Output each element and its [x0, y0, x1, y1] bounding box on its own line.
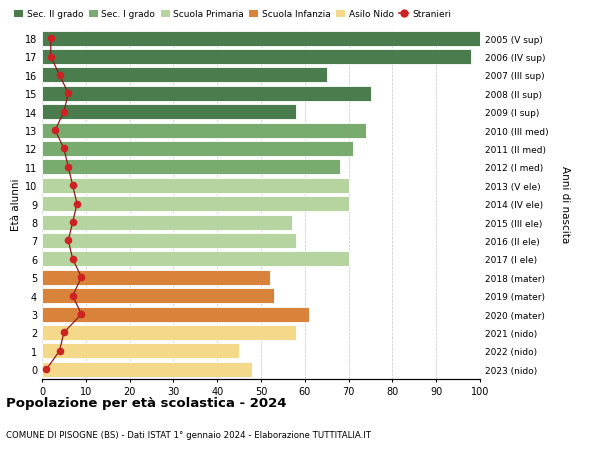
- Bar: [42, 197, 349, 212]
- Bar: [42, 252, 349, 267]
- Bar: [42, 50, 471, 65]
- Text: Popolazione per età scolastica - 2024: Popolazione per età scolastica - 2024: [6, 396, 287, 409]
- Bar: [42, 344, 239, 358]
- Bar: [42, 160, 340, 175]
- Bar: [42, 325, 296, 340]
- Text: COMUNE DI PISOGNE (BS) - Dati ISTAT 1° gennaio 2024 - Elaborazione TUTTITALIA.IT: COMUNE DI PISOGNE (BS) - Dati ISTAT 1° g…: [6, 430, 371, 439]
- Bar: [42, 87, 371, 101]
- Legend: Sec. II grado, Sec. I grado, Scuola Primaria, Scuola Infanzia, Asilo Nido, Stran: Sec. II grado, Sec. I grado, Scuola Prim…: [11, 7, 455, 23]
- Bar: [42, 68, 326, 83]
- Bar: [42, 105, 296, 120]
- Bar: [42, 32, 480, 46]
- Bar: [42, 289, 274, 303]
- Bar: [42, 234, 296, 248]
- Bar: [42, 307, 309, 322]
- Bar: [42, 142, 353, 157]
- Bar: [42, 270, 270, 285]
- Bar: [42, 123, 366, 138]
- Y-axis label: Anni di nascita: Anni di nascita: [560, 166, 569, 243]
- Bar: [42, 362, 252, 377]
- Bar: [42, 179, 349, 193]
- Bar: [42, 215, 292, 230]
- Y-axis label: Età alunni: Età alunni: [11, 178, 20, 230]
